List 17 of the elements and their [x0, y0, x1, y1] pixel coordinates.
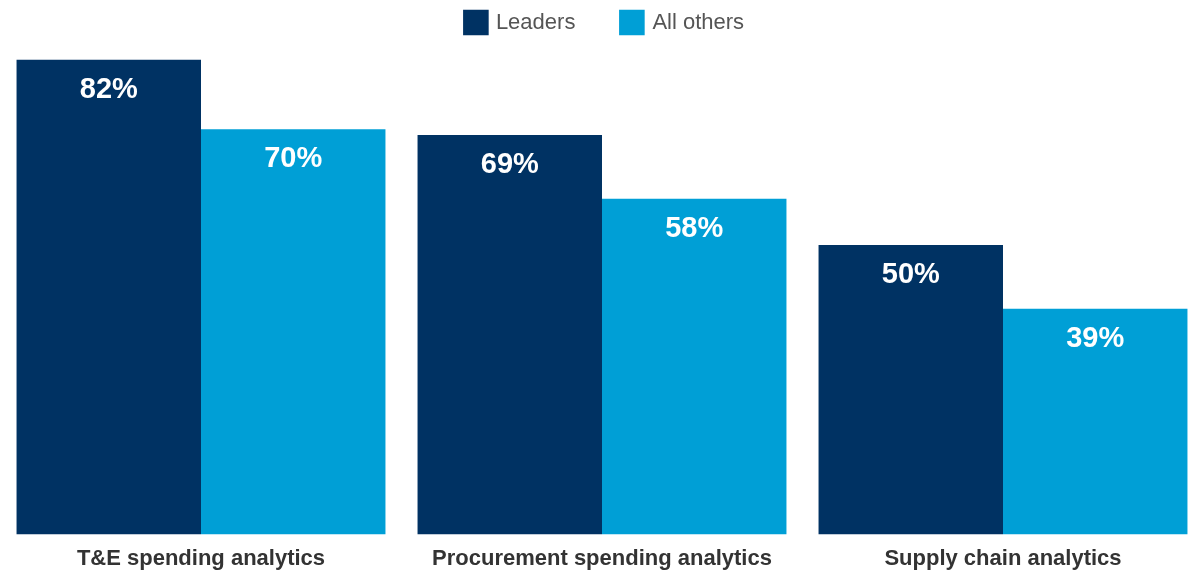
bar [201, 129, 386, 535]
bar [818, 245, 1003, 535]
data-label: 82% [79, 71, 139, 104]
bar [16, 59, 201, 535]
bar [417, 135, 602, 535]
legend-label: All others [652, 9, 745, 35]
x-tick-label: T&E spending analytics [76, 544, 326, 570]
data-label: 69% [480, 147, 540, 180]
data-label: 39% [1066, 320, 1125, 353]
bar [1003, 308, 1188, 535]
legend-label: Leaders [495, 9, 576, 35]
data-label: 50% [881, 257, 941, 290]
bar [602, 198, 787, 535]
data-label: 70% [264, 141, 323, 174]
x-tick-label: Supply chain analytics [884, 544, 1122, 570]
x-tick-label: Procurement spending analytics [432, 544, 772, 570]
data-label: 58% [665, 210, 724, 243]
